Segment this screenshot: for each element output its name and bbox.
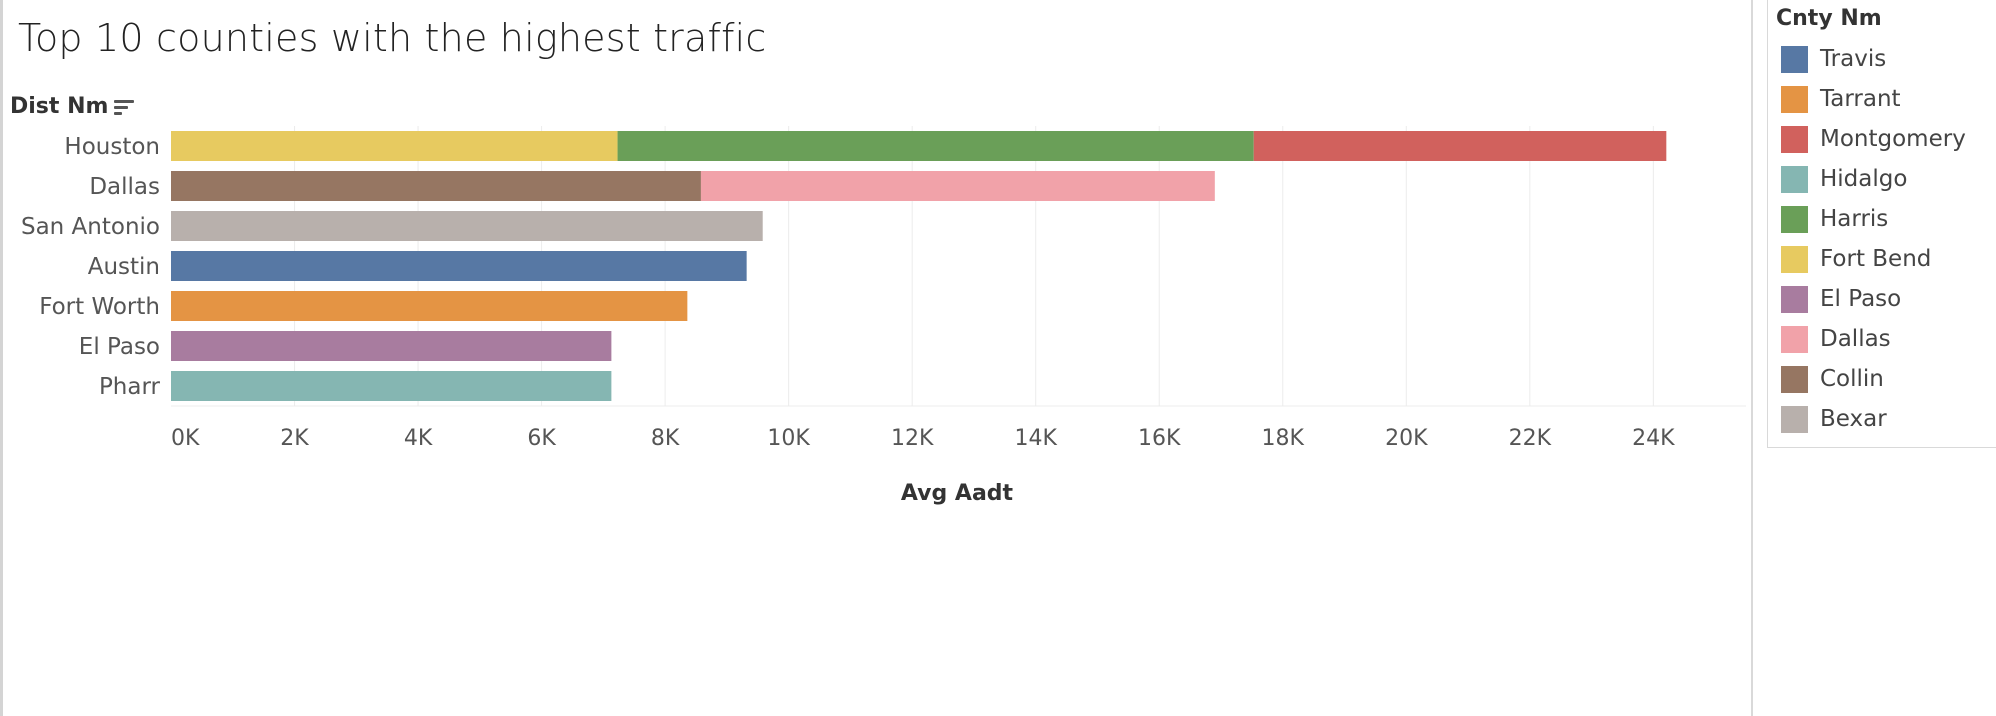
legend-item-travis[interactable]: Travis bbox=[1781, 43, 1886, 75]
x-tick-label: 24K bbox=[1632, 426, 1675, 451]
legend-label: El Paso bbox=[1820, 286, 1902, 312]
category-label: San Antonio bbox=[21, 214, 160, 240]
category-label: Dallas bbox=[89, 174, 160, 200]
bar-segment-harris[interactable] bbox=[617, 131, 1254, 161]
legend-swatch bbox=[1781, 325, 1808, 353]
row-dimension-label: Dist Nm bbox=[10, 94, 109, 119]
legend-item-bexar[interactable]: Bexar bbox=[1781, 403, 1887, 435]
legend-swatch bbox=[1781, 205, 1808, 233]
legend-item-montgomery[interactable]: Montgomery bbox=[1781, 123, 1966, 155]
legend-label: Bexar bbox=[1820, 406, 1887, 432]
legend-swatch bbox=[1781, 165, 1808, 193]
legend-swatch bbox=[1781, 285, 1808, 313]
legend-item-fort-bend[interactable]: Fort Bend bbox=[1781, 243, 1931, 275]
x-tick-label: 14K bbox=[1014, 426, 1057, 451]
bars bbox=[171, 131, 1667, 401]
legend-swatch bbox=[1781, 125, 1808, 153]
bar-segment-montgomery[interactable] bbox=[1253, 131, 1667, 161]
category-label: El Paso bbox=[79, 334, 160, 360]
bar-segment-dallas[interactable] bbox=[700, 171, 1215, 201]
category-label: Pharr bbox=[99, 374, 161, 400]
legend-swatch bbox=[1781, 85, 1808, 113]
legend-item-harris[interactable]: Harris bbox=[1781, 203, 1888, 235]
bar-chart: Houston Dallas San Antonio Austin Fort Worth… bbox=[21, 126, 1746, 506]
legend-item-tarrant[interactable]: Tarrant bbox=[1781, 83, 1901, 115]
legend-label: Harris bbox=[1820, 206, 1889, 232]
chart-title: Top 10 counties with the highest traffic bbox=[18, 16, 767, 60]
x-tick-label: 4K bbox=[404, 426, 433, 451]
x-tick-label: 0K bbox=[171, 426, 200, 451]
x-tick-label: 8K bbox=[651, 426, 680, 451]
legend-label: Collin bbox=[1820, 366, 1884, 392]
legend-label: Montgomery bbox=[1820, 126, 1966, 152]
legend-swatch bbox=[1781, 245, 1808, 273]
bar-segment-travis[interactable] bbox=[171, 251, 747, 281]
legend-label: Dallas bbox=[1820, 326, 1891, 352]
legend-item-el-paso[interactable]: El Paso bbox=[1781, 283, 1901, 315]
x-tick-label: 16K bbox=[1138, 426, 1181, 451]
legend-title: Cnty Nm bbox=[1776, 6, 1882, 31]
x-tick-label: 18K bbox=[1262, 426, 1305, 451]
left-border bbox=[0, 0, 3, 716]
x-tick-label: 2K bbox=[280, 426, 309, 451]
sort-descending-icon[interactable] bbox=[114, 98, 135, 116]
legend-label: Travis bbox=[1820, 46, 1887, 72]
panel-divider bbox=[1751, 0, 1753, 716]
category-label: Houston bbox=[64, 134, 160, 160]
bar-segment-tarrant[interactable] bbox=[171, 291, 688, 321]
bar-segment-hidalgo[interactable] bbox=[171, 371, 612, 401]
x-tick-label: 22K bbox=[1509, 426, 1552, 451]
x-tick-label: 20K bbox=[1385, 426, 1428, 451]
x-tick-label: 12K bbox=[891, 426, 934, 451]
legend-item-hidalgo[interactable]: Hidalgo bbox=[1781, 163, 1907, 195]
legend-label: Tarrant bbox=[1820, 86, 1901, 112]
bar-segment-bexar[interactable] bbox=[171, 211, 763, 241]
x-axis-title: Avg Aadt bbox=[901, 481, 1014, 506]
category-labels: Houston Dallas San Antonio Austin Fort Worth… bbox=[21, 134, 161, 400]
bar-segment-fort-bend[interactable] bbox=[171, 131, 618, 161]
legend-item-collin[interactable]: Collin bbox=[1781, 363, 1884, 395]
legend-swatch bbox=[1781, 405, 1808, 433]
legend-item-dallas[interactable]: Dallas bbox=[1781, 323, 1891, 355]
category-label: Austin bbox=[88, 254, 160, 280]
x-tick-label: 6K bbox=[527, 426, 556, 451]
bar-segment-el-paso[interactable] bbox=[171, 331, 612, 361]
legend-swatch bbox=[1781, 45, 1808, 73]
legend-swatch bbox=[1781, 365, 1808, 393]
x-axis-ticks: 0K 2K 4K 6K 8K 10K 12K 14K 16K 18K 20K 22K 24K bbox=[171, 426, 1675, 451]
legend-label: Fort Bend bbox=[1820, 246, 1932, 272]
category-label: Fort Worth bbox=[39, 294, 160, 320]
x-tick-label: 10K bbox=[767, 426, 810, 451]
color-legend: Cnty Nm Travis Tarrant Montgomery Hidalgo Ha… bbox=[1767, 0, 1996, 448]
legend-label: Hidalgo bbox=[1820, 166, 1908, 192]
row-dimension-header[interactable]: Dist Nm bbox=[10, 94, 135, 119]
bar-segment-collin[interactable] bbox=[171, 171, 701, 201]
